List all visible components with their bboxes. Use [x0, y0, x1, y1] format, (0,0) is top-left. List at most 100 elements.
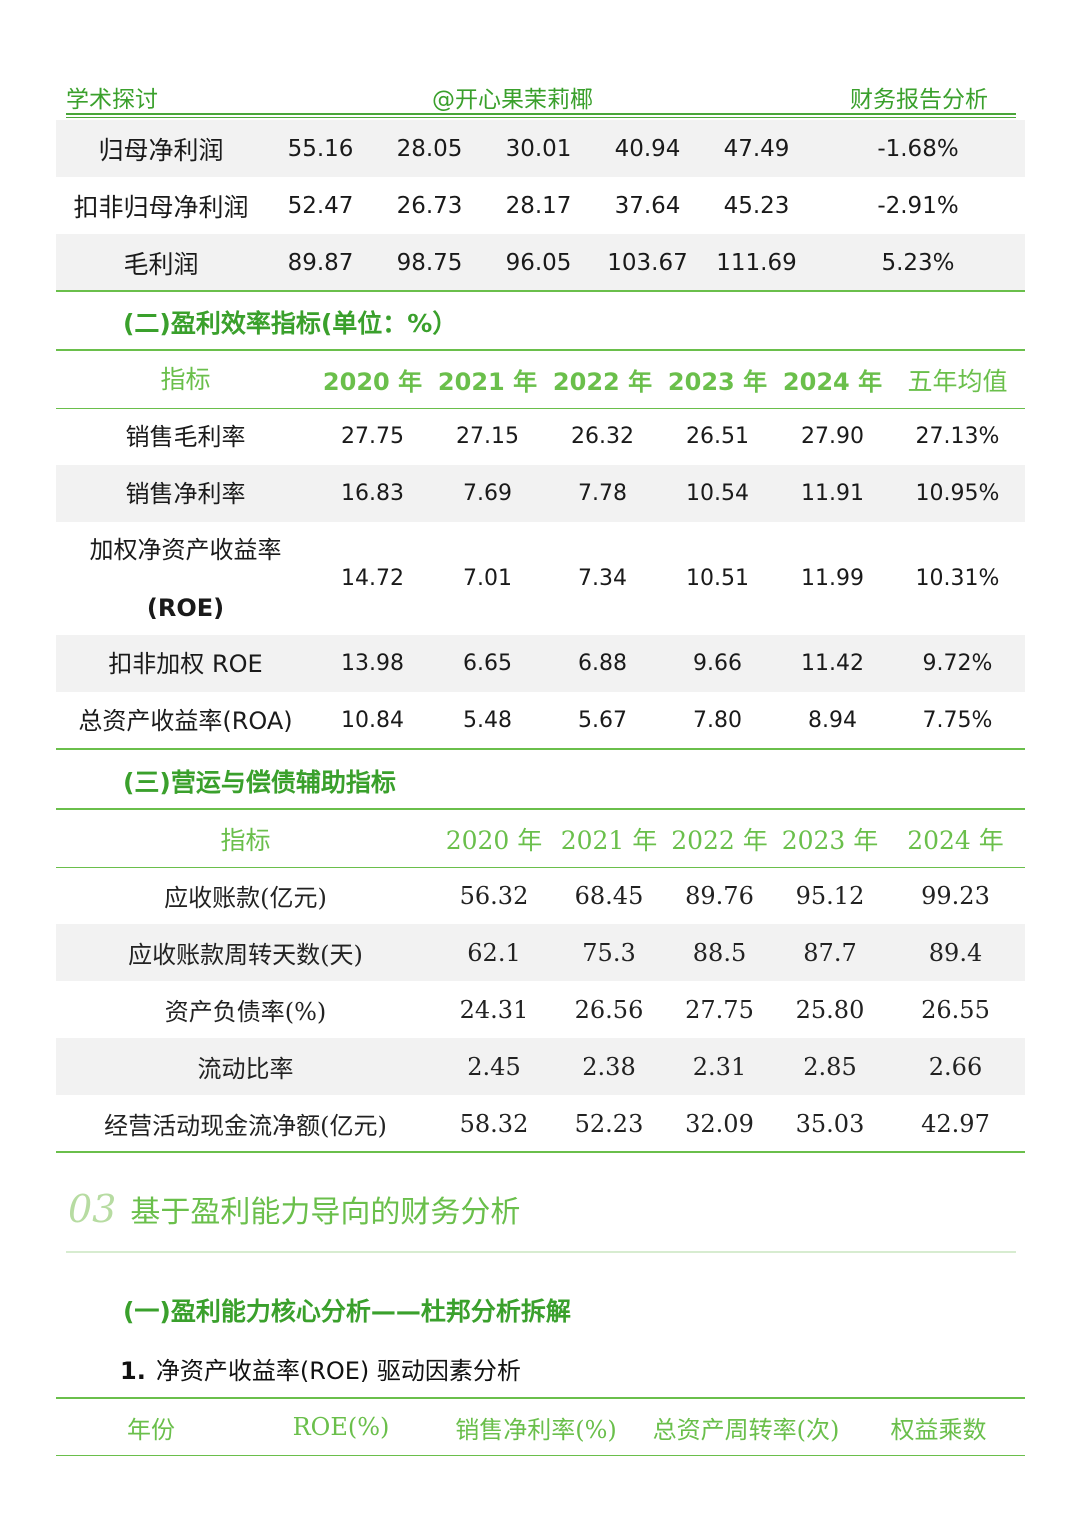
- table-cell: 6.65: [463, 651, 512, 676]
- table-cell: 7.01: [463, 566, 512, 591]
- table-cell: 26.32: [571, 424, 634, 449]
- table-header-row: 指标 2020 年 2021 年 2022 年 2023 年 2024 年 五年…: [56, 351, 1025, 408]
- header-rule: [66, 113, 1016, 115]
- table-cell: 9.66: [693, 651, 742, 676]
- table-cell: 98.75: [396, 249, 463, 276]
- chapter-number: 03: [68, 1187, 117, 1231]
- column-header: ROE(%): [292, 1413, 390, 1441]
- table-cell: 52.23: [574, 1109, 644, 1138]
- table-cell: 26.51: [686, 424, 749, 449]
- row-label: 应收账款周转天数(天): [128, 941, 363, 969]
- column-header: 指标: [160, 364, 211, 394]
- table-cell: 5.23%: [881, 249, 955, 276]
- table-cell: 5.48: [463, 708, 512, 733]
- column-header: 总资产周转率(次): [652, 1415, 840, 1444]
- table-cell: 2.31: [692, 1052, 747, 1081]
- table-cell: 58.32: [459, 1109, 529, 1138]
- table-cell: 89.76: [685, 881, 754, 910]
- row-label: 销售毛利率: [125, 422, 246, 451]
- table-cell: 2.66: [928, 1052, 983, 1081]
- chapter-title: 基于盈利能力导向的财务分析: [130, 1195, 521, 1230]
- header-right-text: 财务报告分析: [850, 87, 988, 113]
- table-cell: 10.95%: [915, 481, 1000, 506]
- table-top-rule: [56, 349, 1025, 351]
- table-cell: 35.03: [795, 1109, 865, 1138]
- row-label: 资产负债率(%): [164, 998, 327, 1026]
- header-divider: [56, 408, 1025, 409]
- table-bottom-rule: [56, 290, 1025, 292]
- section-title-profit-efficiency: (二)盈利效率指标(单位：%）: [123, 309, 458, 338]
- table-cell: 10.84: [341, 708, 404, 733]
- table-bottom-rule: [56, 748, 1025, 750]
- table-cell: 6.88: [578, 651, 627, 676]
- table-cell: -2.91%: [877, 192, 959, 219]
- table-cell: 88.5: [692, 938, 747, 967]
- table-cell: 55.16: [287, 135, 354, 162]
- table-cell: 2.85: [803, 1052, 857, 1081]
- table-row: 经营活动现金流净额(亿元) 58.32 52.23 32.09 35.03 42…: [56, 1095, 1025, 1152]
- table-cell: 10.54: [686, 481, 749, 506]
- column-header: 五年均值: [907, 366, 1008, 396]
- table-cell: 75.3: [582, 938, 636, 967]
- table-cell: 11.42: [801, 651, 864, 676]
- header-divider: [56, 1455, 1025, 1456]
- table-cell: 26.55: [921, 995, 990, 1024]
- column-header: 2023 年: [781, 825, 879, 855]
- table-cell: 45.23: [723, 192, 790, 219]
- table-cell: 28.17: [505, 192, 572, 219]
- header-divider: [56, 867, 1025, 868]
- row-label: 经营活动现金流净额(亿元): [104, 1112, 387, 1140]
- table-cell: 47.49: [723, 135, 790, 162]
- table-cell: 26.56: [574, 995, 644, 1024]
- table-cell: 7.80: [693, 708, 742, 733]
- column-header: 2020 年: [445, 825, 543, 855]
- column-header: 2022 年: [552, 368, 653, 396]
- row-label: 归母净利润: [98, 135, 224, 165]
- table-row: 销售净利率 16.83 7.69 7.78 10.54 11.91 10.95%: [56, 465, 1025, 522]
- table-cell: 7.34: [578, 566, 627, 591]
- table-row: 毛利润 89.87 98.75 96.05 103.67 111.69 5.23…: [56, 234, 1025, 291]
- table-cell: 30.01: [505, 135, 572, 162]
- table-cell: -1.68%: [877, 135, 959, 162]
- column-header: 权益乘数: [890, 1415, 987, 1444]
- table-cell: 2.45: [467, 1052, 521, 1081]
- item-number: 1.: [120, 1357, 146, 1385]
- chapter-rule: [66, 1251, 1016, 1253]
- profit-efficiency-table: 指标 2020 年 2021 年 2022 年 2023 年 2024 年 五年…: [56, 351, 1025, 749]
- table-cell: 7.78: [578, 481, 627, 506]
- table-cell: 27.15: [456, 424, 519, 449]
- table-cell: 62.1: [467, 938, 521, 967]
- column-header: 2022 年: [671, 825, 768, 855]
- table-cell: 13.98: [341, 651, 404, 676]
- table-cell: 28.05: [396, 135, 463, 162]
- table-cell: 56.32: [459, 881, 529, 910]
- table-cell: 96.05: [505, 249, 572, 276]
- table-cell: 27.75: [341, 424, 404, 449]
- column-header: 2024 年: [907, 825, 1004, 855]
- table-row: 流动比率 2.45 2.38 2.31 2.85 2.66: [56, 1038, 1025, 1095]
- table-row: 应收账款(亿元) 56.32 68.45 89.76 95.12 99.23: [56, 867, 1025, 924]
- table-header-row: 指标 2020 年 2021 年 2022 年 2023 年 2024 年: [56, 810, 1025, 867]
- table-cell: 27.75: [685, 995, 754, 1024]
- chapter-heading: 03 基于盈利能力导向的财务分析: [68, 1187, 520, 1231]
- table-cell: 95.12: [795, 881, 865, 910]
- table-row: 扣非加权 ROE 13.98 6.65 6.88 9.66 11.42 9.72…: [56, 635, 1025, 692]
- column-header: 年份: [127, 1415, 175, 1444]
- row-label: 流动比率: [197, 1055, 294, 1083]
- table-cell: 40.94: [614, 135, 681, 162]
- table-cell: 7.69: [463, 481, 512, 506]
- table-cell: 99.23: [921, 881, 990, 910]
- table-cell: 27.90: [801, 424, 864, 449]
- header-left-text: 学术探讨: [66, 87, 158, 113]
- table-cell: 87.7: [803, 938, 857, 967]
- table-cell: 7.75%: [922, 708, 993, 733]
- table-cell: 11.91: [801, 481, 864, 506]
- subsection-title: (一)盈利能力核心分析——杜邦分析拆解: [123, 1297, 571, 1326]
- column-header: 2024 年: [782, 368, 883, 396]
- table-cell: 42.97: [921, 1109, 990, 1138]
- item-text: 净资产收益率(ROE) 驱动因素分析: [155, 1357, 521, 1385]
- row-label: 扣非归母净利润: [73, 192, 249, 222]
- column-header: 2021 年: [437, 368, 538, 396]
- operations-table: 指标 2020 年 2021 年 2022 年 2023 年 2024 年 应收…: [56, 810, 1025, 1152]
